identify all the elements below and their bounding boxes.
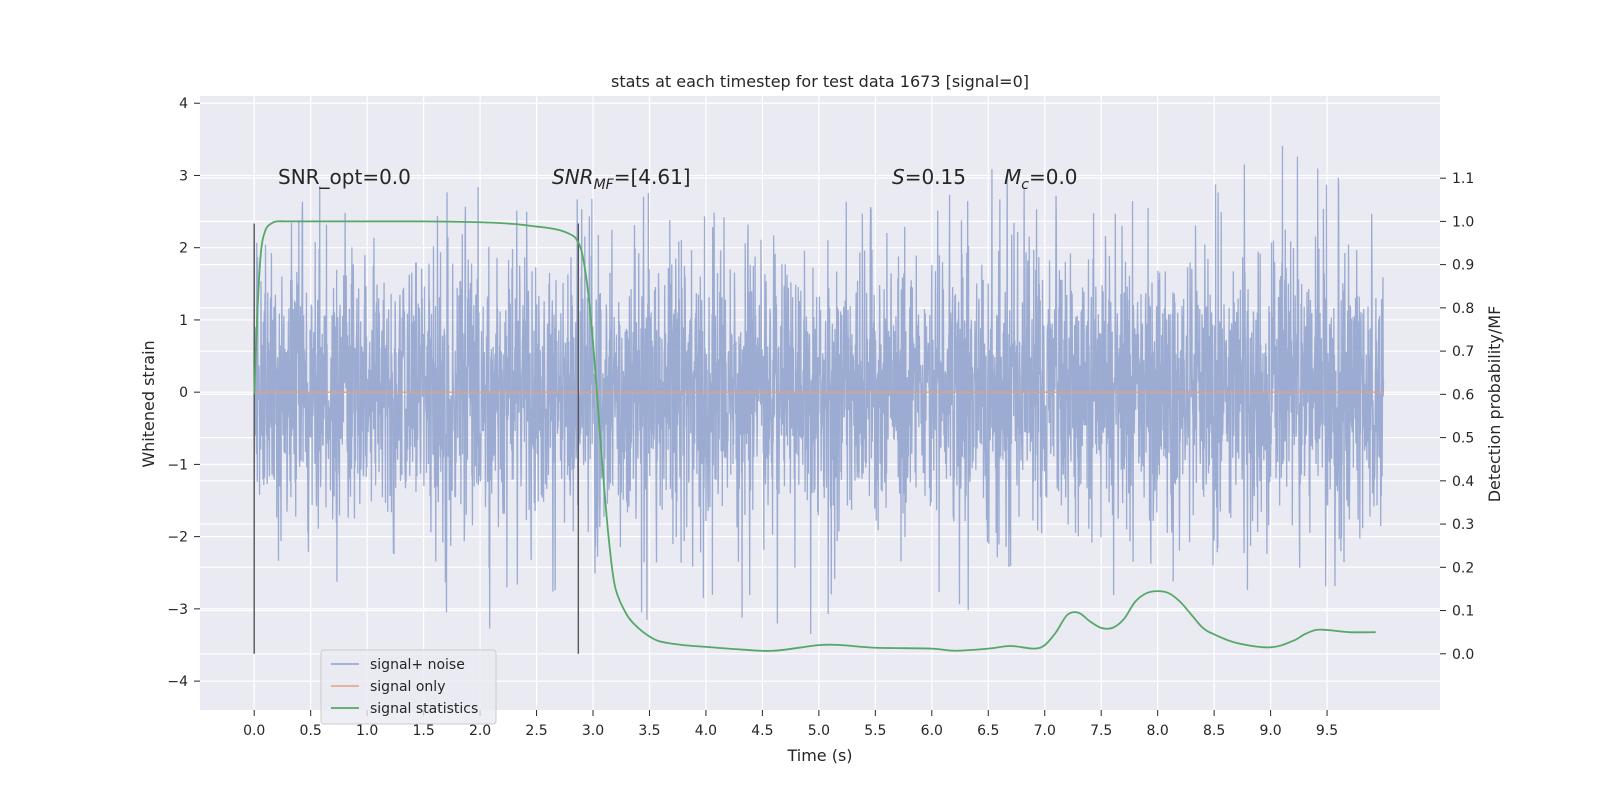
annotation-snr-mf-base: SNR	[552, 165, 594, 189]
y2-tick-label: 0.6	[1452, 387, 1474, 403]
x-tick-label: 2.5	[525, 723, 547, 739]
y2-tick-label: 0.4	[1452, 474, 1474, 490]
y-tick-label: −2	[167, 530, 188, 546]
y2-tick-label: 0.9	[1452, 258, 1474, 274]
left-axis-ticks: 4 3 2 1 0 −1 −2 −3 −4	[167, 96, 200, 690]
y-tick-label: −4	[167, 674, 188, 690]
x-axis-label: Time (s)	[786, 746, 852, 765]
annotation-mc: Mc=0.0	[1004, 165, 1078, 193]
y-tick-label: 3	[179, 168, 188, 184]
y2-tick-label: 0.0	[1452, 647, 1474, 663]
signal-statistics-line	[253, 220, 1376, 652]
annotation-snr-opt: SNR_opt=0.0	[278, 165, 411, 189]
y2-tick-label: 0.1	[1452, 604, 1474, 620]
signal-plus-noise-line	[253, 145, 1385, 635]
y2-axis-label: Detection probability/MF	[1485, 306, 1504, 503]
annotation-s-symbol: S	[892, 165, 905, 189]
x-tick-label: 1.0	[356, 723, 378, 739]
x-tick-label: 4.5	[751, 723, 773, 739]
annotation-s-value: =0.15	[905, 165, 966, 189]
y2-tick-label: 1.0	[1452, 214, 1474, 230]
x-tick-label: 0.5	[300, 723, 322, 739]
y2-tick-label: 0.2	[1452, 560, 1474, 576]
annotation-snr-mf: SNRMF=[4.61]	[552, 165, 691, 193]
x-tick-label: 5.5	[864, 723, 886, 739]
x-tick-label: 7.0	[1034, 723, 1056, 739]
annotation-snr-mf-value: =[4.61]	[614, 165, 691, 189]
x-tick-label: 0.0	[243, 723, 265, 739]
y-axis-label: Whitened strain	[139, 340, 158, 467]
x-tick-label: 3.5	[638, 723, 660, 739]
x-tick-label: 8.0	[1147, 723, 1169, 739]
x-tick-label: 2.0	[469, 723, 491, 739]
x-tick-label: 9.0	[1259, 723, 1281, 739]
y2-tick-label: 0.7	[1452, 344, 1474, 360]
x-tick-label: 1.5	[412, 723, 434, 739]
annotation-s: S=0.15	[892, 165, 966, 189]
annotation-mc-sub: c	[1021, 177, 1029, 193]
y-tick-label: −1	[167, 457, 188, 473]
x-tick-label: 8.5	[1203, 723, 1225, 739]
legend: signal+ noise signal only signal statist…	[320, 649, 497, 725]
x-tick-label: 5.0	[808, 723, 830, 739]
legend-label-signal-statistics: signal statistics	[370, 701, 478, 717]
y2-tick-label: 0.8	[1452, 301, 1474, 317]
x-tick-label: 6.0	[921, 723, 943, 739]
annotation-snr-mf-sub: MF	[594, 177, 615, 193]
x-tick-label: 4.0	[695, 723, 717, 739]
right-axis-ticks: 0.0 0.1 0.2 0.3 0.4 0.5 0.6 0.7 0.8 0.9 1.0 1.1	[1440, 171, 1474, 663]
y-tick-label: 2	[179, 241, 188, 257]
x-tick-label: 6.5	[977, 723, 999, 739]
x-tick-label: 3.0	[582, 723, 604, 739]
signal-statistics-series	[253, 220, 1376, 652]
chart-title: stats at each timestep for test data 167…	[611, 72, 1029, 91]
annotation-mc-base: M	[1004, 165, 1021, 189]
legend-box	[320, 649, 497, 725]
legend-label-signal-only: signal only	[370, 679, 445, 695]
legend-label-signal-plus-noise: signal+ noise	[370, 657, 465, 673]
vertical-markers	[253, 223, 580, 654]
y-tick-label: 4	[179, 96, 188, 112]
y-tick-label: −3	[167, 602, 188, 618]
x-tick-label: 9.5	[1316, 723, 1338, 739]
signal-plus-noise-series	[253, 145, 1385, 635]
y-tick-label: 0	[179, 385, 188, 401]
x-tick-label: 7.5	[1090, 723, 1112, 739]
y-tick-label: 1	[179, 313, 188, 329]
y2-tick-label: 1.1	[1452, 171, 1474, 187]
annotation-mc-value: =0.0	[1029, 165, 1078, 189]
x-axis-ticks: 0.0 0.5 1.0 1.5 2.0 2.5 3.0 3.5 4.0 4.5 5.0 5.5 6.0 6…	[243, 710, 1338, 739]
y2-tick-label: 0.5	[1452, 431, 1474, 447]
y2-tick-label: 0.3	[1452, 517, 1474, 533]
